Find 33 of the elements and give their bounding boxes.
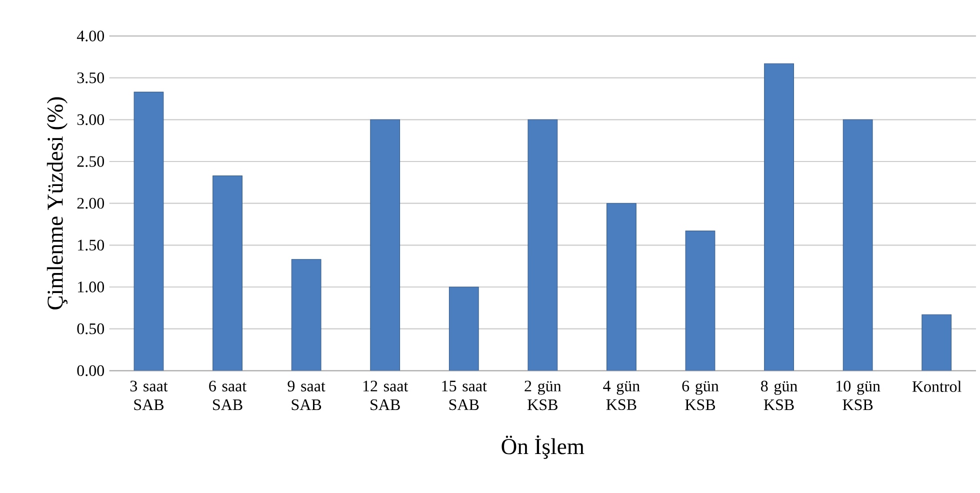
y-tick-label: 1.50: [78, 240, 104, 250]
x-tick-label: 15 saat SAB: [442, 380, 487, 410]
bar: [685, 230, 716, 371]
bar: [212, 175, 242, 371]
bar: [448, 286, 479, 371]
bar: [842, 119, 873, 371]
bar: [134, 92, 164, 371]
y-tick-label: 3.50: [77, 72, 104, 84]
y-tick-label: 1.00: [78, 281, 104, 292]
bar: [922, 314, 952, 371]
bar: [764, 63, 794, 371]
x-tick-label: 6 gün KSB: [682, 380, 719, 410]
x-tick-label: 12 saat SAB: [363, 380, 408, 410]
y-tick-label: 3.00: [77, 114, 104, 125]
bar: [370, 119, 400, 371]
x-tick-label: 4 gün KSB: [603, 380, 640, 410]
y-tick-label: 2.50: [77, 156, 104, 167]
y-tick-label: 0.00: [77, 365, 104, 376]
x-tick-label: 8 gün KSB: [760, 380, 798, 410]
bar: [606, 202, 636, 371]
y-tick-label: 0.50: [77, 323, 104, 334]
x-tick-label: Kontrol: [912, 380, 962, 392]
y-axis-title: Çimlenme Yüzdesi (%): [46, 97, 68, 310]
x-tick-label: 2 gün KSB: [524, 380, 562, 410]
bar: [528, 119, 558, 371]
y-tick-label: 2.00: [77, 198, 104, 209]
x-tick-label: 10 gün KSB: [836, 380, 880, 410]
x-tick-label: 6 saat SAB: [209, 380, 247, 410]
x-axis-title: Ön İşlem: [502, 435, 584, 459]
x-tick-label: 9 saat SAB: [288, 380, 326, 410]
bar: [291, 258, 322, 371]
x-tick-label: 3 saat SAB: [130, 380, 168, 410]
y-tick-label: 4.00: [76, 30, 104, 42]
